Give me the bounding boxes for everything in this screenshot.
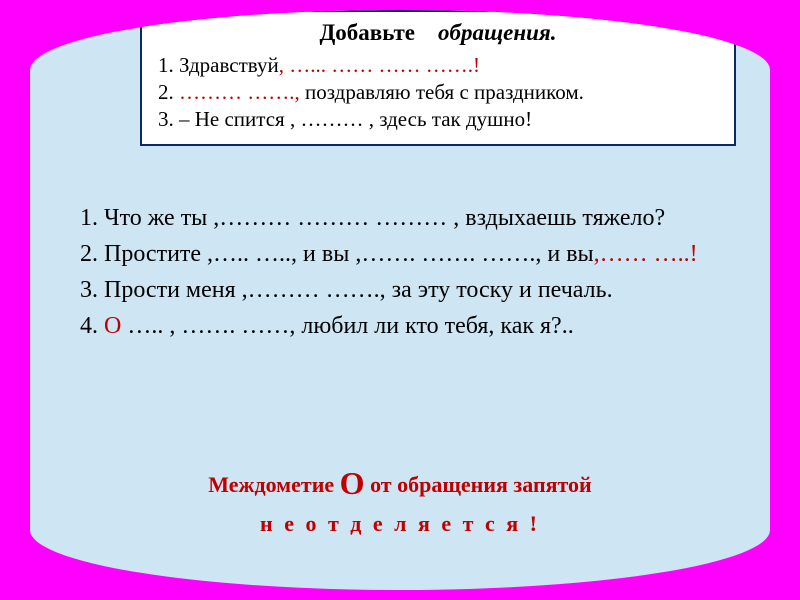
cylinder-shape: Добавьте обращения. 1. Здравствуй, …... … bbox=[30, 10, 770, 590]
footer-line-2: н е о т д е л я е т с я ! bbox=[60, 507, 740, 540]
body-line-4a: 4. bbox=[80, 313, 104, 339]
card-line-2d: поздравляю тебя с праздником. bbox=[300, 80, 584, 104]
card-line-1b: , …... …… …… …….! bbox=[279, 53, 480, 77]
body-line-4c: ….. , ……. ……, любил ли кто тебя, как я?.… bbox=[121, 313, 573, 339]
card-line-2: 2. ……… ……., поздравляю тебя с праздником… bbox=[158, 79, 718, 106]
card-line-1a: 1. Здравствуй bbox=[158, 53, 279, 77]
title-word-plain: Добавьте bbox=[319, 20, 415, 45]
body-line-2b: ,…… …..! bbox=[594, 241, 698, 267]
card-line-1: 1. Здравствуй, …... …… …… …….! bbox=[158, 52, 718, 79]
instruction-card: Добавьте обращения. 1. Здравствуй, …... … bbox=[140, 10, 736, 146]
footer-1c: от обращения запятой bbox=[365, 472, 592, 497]
card-title: Добавьте обращения. bbox=[158, 18, 718, 48]
body-line-4b: О bbox=[104, 313, 121, 339]
exercise-body: 1. Что же ты ,……… ……… ……… , вздыхаешь тя… bbox=[80, 200, 770, 344]
footer-big-o: О bbox=[340, 465, 365, 501]
card-line-2b: ……… ……. bbox=[179, 80, 295, 104]
footer-1a: Междометие bbox=[208, 472, 339, 497]
body-line-3: 3. Прости меня ,……… ……., за эту тоску и … bbox=[80, 272, 770, 308]
body-line-2a: 2. Простите ,….. ….., и вы ,……. ……. …….,… bbox=[80, 241, 594, 267]
title-word-em: обращения. bbox=[438, 20, 557, 45]
footer-line-1: Междометие О от обращения запятой bbox=[60, 459, 740, 507]
title-spacer bbox=[421, 20, 433, 45]
body-line-4: 4. О ….. , ……. ……, любил ли кто тебя, ка… bbox=[80, 308, 770, 344]
body-line-1: 1. Что же ты ,……… ……… ……… , вздыхаешь тя… bbox=[80, 200, 770, 236]
slide-stage: Добавьте обращения. 1. Здравствуй, …... … bbox=[0, 0, 800, 600]
card-line-2a: 2. bbox=[158, 80, 179, 104]
card-line-3: 3. – Не спится , ……… , здесь так душно! bbox=[158, 106, 718, 133]
footer-rule: Междометие О от обращения запятой н е о … bbox=[60, 459, 740, 540]
body-line-2: 2. Простите ,….. ….., и вы ,……. ……. …….,… bbox=[80, 236, 770, 272]
